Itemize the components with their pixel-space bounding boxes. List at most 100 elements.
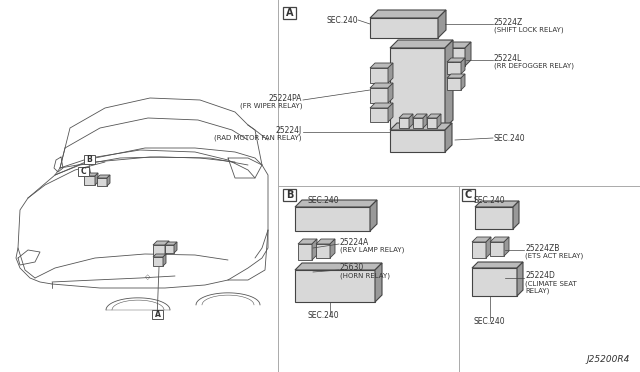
Bar bbox=[97, 178, 107, 186]
Text: (HORN RELAY): (HORN RELAY) bbox=[340, 273, 390, 279]
Polygon shape bbox=[388, 103, 393, 122]
Polygon shape bbox=[461, 58, 465, 74]
Bar bbox=[413, 118, 423, 128]
Text: (ETS ACT RELAY): (ETS ACT RELAY) bbox=[525, 253, 583, 259]
Text: (RAD MOTOR FAN RELAY): (RAD MOTOR FAN RELAY) bbox=[214, 135, 302, 141]
Polygon shape bbox=[409, 114, 413, 128]
Polygon shape bbox=[165, 242, 177, 245]
Polygon shape bbox=[399, 114, 413, 118]
Text: 25224D: 25224D bbox=[525, 272, 555, 280]
Polygon shape bbox=[390, 40, 453, 48]
Polygon shape bbox=[375, 263, 382, 302]
Polygon shape bbox=[174, 242, 177, 253]
Polygon shape bbox=[370, 10, 446, 18]
Polygon shape bbox=[295, 263, 382, 270]
Polygon shape bbox=[370, 83, 393, 88]
Bar bbox=[390, 130, 445, 152]
Text: 25630: 25630 bbox=[340, 263, 364, 273]
Text: 25224ZB: 25224ZB bbox=[525, 244, 559, 253]
Polygon shape bbox=[465, 42, 471, 66]
Bar bbox=[283, 7, 296, 19]
Text: J25200R4: J25200R4 bbox=[587, 356, 630, 365]
Text: 25224Z: 25224Z bbox=[494, 17, 524, 26]
Text: (REV LAMP RELAY): (REV LAMP RELAY) bbox=[340, 247, 404, 253]
Polygon shape bbox=[84, 173, 98, 176]
Bar bbox=[399, 118, 409, 128]
Polygon shape bbox=[472, 237, 491, 242]
Text: B: B bbox=[286, 190, 293, 200]
Bar bbox=[298, 244, 312, 260]
Polygon shape bbox=[153, 241, 169, 245]
Polygon shape bbox=[513, 201, 519, 229]
Text: 25224L: 25224L bbox=[494, 54, 522, 62]
Polygon shape bbox=[388, 63, 393, 83]
Polygon shape bbox=[163, 254, 166, 266]
Bar bbox=[153, 245, 165, 255]
Text: SEC.240: SEC.240 bbox=[326, 16, 358, 25]
Text: SEC.240: SEC.240 bbox=[494, 134, 525, 142]
Bar bbox=[447, 78, 461, 90]
Polygon shape bbox=[504, 237, 509, 256]
Text: SEC.240: SEC.240 bbox=[474, 317, 506, 327]
Polygon shape bbox=[447, 74, 465, 78]
Bar bbox=[475, 207, 513, 229]
Polygon shape bbox=[413, 114, 427, 118]
Bar bbox=[153, 257, 163, 266]
Text: 25224A: 25224A bbox=[340, 237, 369, 247]
Bar bbox=[462, 189, 475, 201]
Polygon shape bbox=[165, 241, 169, 255]
Polygon shape bbox=[490, 237, 509, 242]
Bar bbox=[490, 242, 504, 256]
Bar bbox=[295, 270, 375, 302]
Bar bbox=[472, 242, 486, 258]
Text: (SHIFT LOCK RELAY): (SHIFT LOCK RELAY) bbox=[494, 27, 564, 33]
Text: SEC.240: SEC.240 bbox=[474, 196, 506, 205]
Text: A: A bbox=[155, 310, 161, 319]
Polygon shape bbox=[107, 175, 110, 186]
Bar bbox=[84, 176, 95, 185]
Polygon shape bbox=[316, 239, 335, 244]
Polygon shape bbox=[370, 200, 377, 231]
Text: SEC.240: SEC.240 bbox=[308, 196, 340, 205]
Bar bbox=[435, 48, 465, 66]
Bar bbox=[283, 189, 296, 201]
Bar bbox=[84, 155, 95, 164]
Polygon shape bbox=[295, 200, 377, 207]
Text: A: A bbox=[285, 8, 293, 18]
Text: RELAY): RELAY) bbox=[525, 288, 549, 294]
Polygon shape bbox=[475, 201, 519, 207]
Polygon shape bbox=[461, 74, 465, 90]
Polygon shape bbox=[388, 83, 393, 103]
Polygon shape bbox=[447, 58, 465, 62]
Polygon shape bbox=[435, 42, 471, 48]
Text: 25224PA: 25224PA bbox=[269, 93, 302, 103]
Bar bbox=[152, 310, 163, 319]
Text: (FR WIPER RELAY): (FR WIPER RELAY) bbox=[239, 103, 302, 109]
Bar bbox=[447, 62, 461, 74]
Polygon shape bbox=[153, 254, 166, 257]
Polygon shape bbox=[517, 262, 523, 296]
Polygon shape bbox=[427, 114, 441, 118]
Polygon shape bbox=[445, 40, 453, 128]
Bar bbox=[295, 207, 370, 231]
Bar bbox=[370, 108, 388, 122]
Polygon shape bbox=[298, 239, 317, 244]
Bar bbox=[472, 268, 517, 296]
Bar bbox=[370, 68, 388, 83]
Polygon shape bbox=[445, 123, 452, 152]
Polygon shape bbox=[312, 239, 317, 260]
Polygon shape bbox=[370, 63, 393, 68]
Text: (CLIMATE SEAT: (CLIMATE SEAT bbox=[525, 281, 577, 287]
Bar bbox=[316, 244, 330, 258]
Bar bbox=[427, 118, 437, 128]
Text: B: B bbox=[86, 155, 92, 164]
Bar bbox=[165, 245, 174, 253]
Polygon shape bbox=[97, 175, 110, 178]
Text: ◇: ◇ bbox=[145, 274, 150, 280]
Polygon shape bbox=[330, 239, 335, 258]
Polygon shape bbox=[95, 173, 98, 185]
Polygon shape bbox=[472, 262, 523, 268]
Bar bbox=[390, 48, 445, 128]
Polygon shape bbox=[390, 123, 452, 130]
Polygon shape bbox=[370, 103, 393, 108]
